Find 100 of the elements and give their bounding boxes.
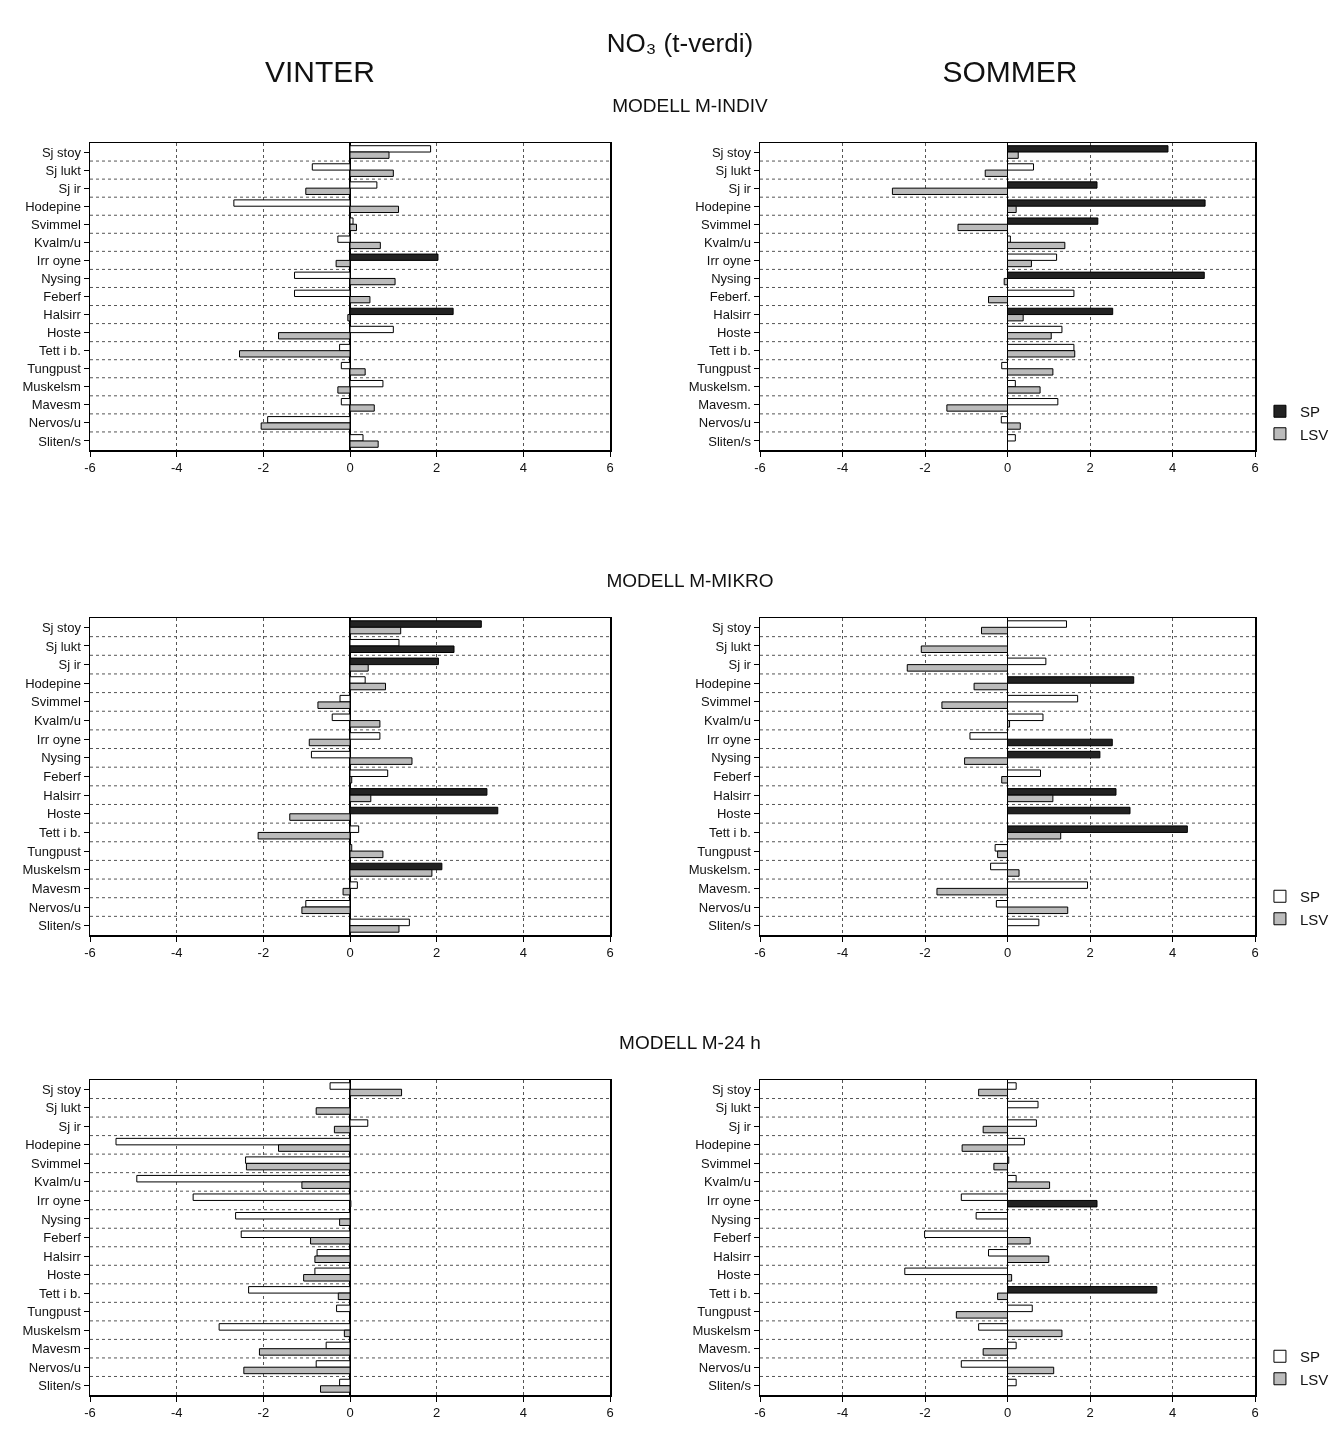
x-tick-label: 0 [346,945,354,961]
y-tick-label: Sliten/s [38,918,82,934]
y-tick-label: Hodepine [695,1137,751,1153]
legend-label: LSV [1299,1370,1329,1388]
y-tick-label: Kvalm/u [33,713,81,729]
y-tick-label: Feberf [713,769,752,785]
y-tick-label: Halsirr [713,1248,752,1264]
x-tick-label: 6 [1251,1405,1259,1421]
x-tick-label: -2 [919,460,931,476]
x-tick-label: 0 [346,460,354,476]
x-tick-label: -6 [84,945,96,961]
legend-label: LSV [1299,425,1329,443]
y-tick-label: Kvalm/u [703,234,751,250]
y-tick-label: Sj ir [58,180,82,196]
y-tick-label: Tungpust [697,1304,752,1320]
y-tick-label: Tett i b. [708,824,751,840]
y-tick-label: Feberf [43,769,82,785]
y-tick-label: Halsirr [43,787,82,803]
y-tick-label: Muskelsm [22,862,81,878]
text: MODELL M-INDIV [611,95,769,117]
x-tick-label: -6 [754,945,766,961]
y-tick-label: Halsirr [713,787,752,803]
x-tick-label: -6 [84,1405,96,1421]
y-tick-label: Tett i b. [708,1285,751,1301]
y-tick-label: Irr oyne [36,731,81,747]
chart-subtitle: VINTER [264,55,376,89]
y-tick-label: Irr oyne [706,1192,751,1208]
x-tick-label: 2 [433,945,441,961]
y-tick-label: Sj stoy [41,144,82,160]
x-tick-label: 6 [1251,460,1259,476]
x-tick-label: 2 [1086,945,1094,961]
y-tick-label: Sj lukt [45,638,82,654]
y-tick-label: Nervos/u [28,1359,81,1375]
y-tick-label: Sj lukt [45,162,82,178]
x-tick-label: 4 [1168,460,1177,476]
y-tick-label: Sj stoy [711,619,752,635]
y-tick-label: Kvalm/u [703,1174,751,1190]
x-tick-label: -4 [836,945,849,961]
text: MODELL M-24 h [618,1032,762,1054]
x-tick-label: -4 [836,460,849,476]
x-tick-label: 6 [1251,945,1259,961]
x-tick-label: 2 [433,1405,441,1421]
y-tick-label: Nervos/u [28,415,81,431]
text: MODELL M-MIKRO [605,570,775,592]
x-tick-label: -4 [170,1405,183,1421]
x-tick-label: 4 [1168,945,1177,961]
y-tick-label: Tett i b. [38,824,81,840]
y-tick-label: Hoste [46,325,81,341]
y-tick-label: Sj lukt [715,1100,752,1116]
text: NO₃ (t-verdi) [606,28,754,58]
y-tick-label: Muskelsm [22,1322,81,1338]
y-tick-label: Sliten/s [708,918,752,934]
y-tick-label: Sj ir [58,657,82,673]
x-tick-label: -6 [84,460,96,476]
y-tick-label: Svimmel [701,216,751,232]
y-tick-label: Hoste [716,1267,751,1283]
y-tick-label: Kvalm/u [703,713,751,729]
y-tick-label: Tungpust [27,843,82,859]
legend-label: SP [1299,403,1320,421]
x-tick-label: 2 [433,460,441,476]
y-tick-label: Sj stoy [41,1081,82,1097]
x-tick-label: 4 [519,945,527,961]
y-tick-label: Mavesm. [698,397,751,413]
y-tick-label: Halsirr [43,1248,82,1264]
y-tick-label: Nervos/u [28,899,81,915]
x-tick-label: -2 [919,945,931,961]
y-tick-label: Sj lukt [45,1100,82,1116]
y-tick-label: Nysing [41,1211,81,1227]
x-tick-label: 4 [519,1405,527,1421]
y-tick-label: Hodepine [25,675,81,691]
x-tick-label: -6 [754,1405,766,1421]
y-tick-label: Hoste [46,806,81,822]
y-tick-label: Kvalm/u [33,1174,81,1190]
y-tick-label: Hodepine [25,1137,81,1153]
y-tick-label: Muskelsm. [688,862,751,878]
x-tick-label: 6 [606,460,614,476]
x-tick-label: 4 [1168,1405,1177,1421]
y-tick-label: Nysing [711,750,751,766]
y-tick-label: Svimmel [31,216,81,232]
y-tick-label: Hodepine [695,675,751,691]
y-tick-label: Hodepine [695,198,751,214]
y-tick-label: Halsirr [713,307,752,323]
y-tick-label: Tett i b. [38,343,81,359]
y-tick-label: Nysing [41,270,81,286]
y-tick-label: Hoste [716,325,751,341]
legend-label: LSV [1299,910,1329,928]
y-tick-label: Sj ir [728,657,752,673]
y-tick-label: Tett i b. [38,1285,81,1301]
y-tick-label: Mavesm [31,1341,81,1357]
x-tick-label: -2 [257,945,270,961]
legend-label: SP [1299,1348,1320,1366]
y-tick-label: Sj stoy [711,144,752,160]
y-tick-label: Svimmel [701,694,751,710]
y-tick-label: Sj ir [728,180,752,196]
y-tick-label: Irr oyne [706,731,751,747]
y-tick-label: Mavesm [31,397,81,413]
y-tick-label: Svimmel [31,1155,81,1171]
x-tick-label: -2 [919,1405,931,1421]
y-tick-label: Muskelsm. [688,379,751,395]
x-tick-label: -4 [836,1405,849,1421]
